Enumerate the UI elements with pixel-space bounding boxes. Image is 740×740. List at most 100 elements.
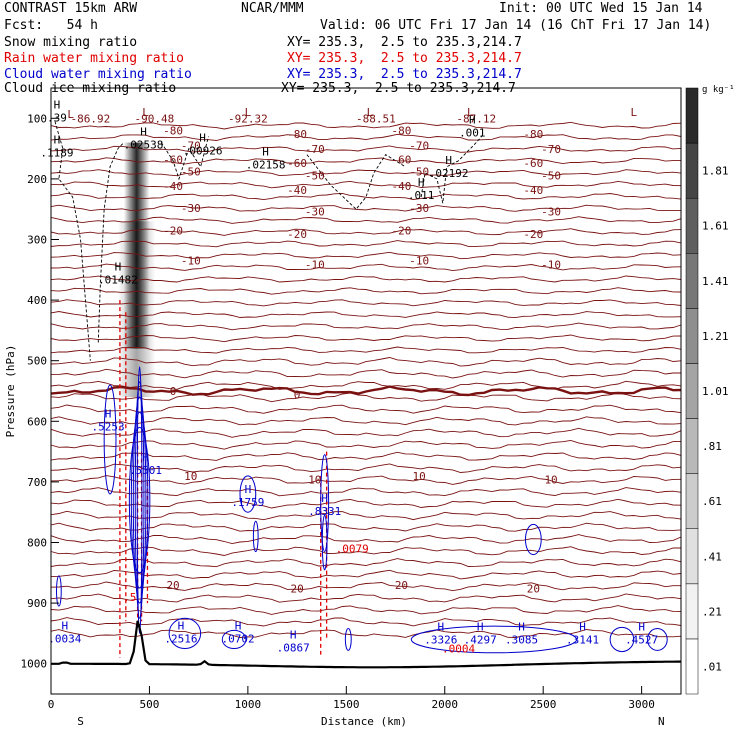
cloud-water-max-value: .0034 xyxy=(48,632,81,645)
colorbar-label: 1.41 xyxy=(702,275,729,288)
y-tick-label: 200 xyxy=(27,173,47,186)
y-tick-label: 500 xyxy=(27,355,47,368)
terrain-line xyxy=(51,620,681,669)
low-label: -88.51 xyxy=(356,112,396,125)
isotherm-label: -40 xyxy=(392,180,412,193)
isotherm-line xyxy=(50,334,682,343)
isotherm-label: -20 xyxy=(523,228,543,241)
low-label: -92.32 xyxy=(228,112,268,125)
isotherm-label: -60 xyxy=(163,154,183,167)
isotherm-line xyxy=(50,546,682,556)
x-tick-label: 1500 xyxy=(333,698,360,711)
freezing-level-line xyxy=(50,385,682,397)
rain-max-value: .5 xyxy=(123,591,136,604)
cloud-water-contour xyxy=(134,381,145,619)
snow-max-value: .001 xyxy=(459,126,486,139)
snow-max-marker: H xyxy=(469,113,476,126)
isotherm-line xyxy=(50,145,682,153)
isotherm-label: -80 xyxy=(287,128,307,141)
isotherm-label: -20 xyxy=(392,224,412,237)
isotherm-label: 10 xyxy=(184,470,197,483)
isotherm-label: -40 xyxy=(287,184,307,197)
colorbar-label: 1.81 xyxy=(702,165,729,178)
isotherm-label: -10 xyxy=(541,258,561,271)
init-time: Init: 00 UTC Wed 15 Jan 14 xyxy=(499,1,703,16)
isotherm-line xyxy=(50,581,681,592)
isotherm-line xyxy=(50,427,682,438)
isotherm-label: 0 xyxy=(294,389,301,402)
low-label: -90.48 xyxy=(134,112,174,125)
cloud-water-max-value: .3326 xyxy=(424,634,457,647)
colorbar-unit: g kg⁻¹ xyxy=(702,85,735,95)
snow-max-marker: H xyxy=(54,133,61,146)
snow-max-marker: H xyxy=(54,98,61,111)
isotherm-line xyxy=(50,133,682,141)
isotherm-label: -60 xyxy=(287,157,307,170)
cloud-water-max-marker: H xyxy=(61,619,68,632)
isotherm-line xyxy=(50,463,682,473)
legend-snow-label: Snow mixing ratio xyxy=(4,35,138,50)
isotherm-label: 20 xyxy=(527,583,540,596)
plot-frame xyxy=(50,87,682,695)
snow-max-marker: H xyxy=(445,154,452,167)
legend-cloud-water-xy: XY= 235.3, 2.5 to 235.3,214.7 xyxy=(287,67,522,82)
cloud-water-max-marker: H xyxy=(518,621,525,634)
isotherm-line xyxy=(50,487,682,497)
snow-max-marker: H xyxy=(140,126,147,139)
contour-labels: -80 -80 -80 -80-70 -70 -70 -70-60 -60 -60 -60-50-… xyxy=(40,98,658,655)
snow-max-value: .1189 xyxy=(40,146,73,159)
colorbar-swatch xyxy=(685,308,699,364)
isotherm-line xyxy=(50,593,682,603)
isotherm-line xyxy=(50,180,682,189)
colorbar-swatch xyxy=(685,418,699,474)
legend-cloud-ice-label: Cloud ice mixing ratio xyxy=(4,81,177,96)
cloud-water-max-value: .4527 xyxy=(625,634,658,647)
isotherm-label: -10 xyxy=(305,258,325,271)
cloud-water-max-value: .5501 xyxy=(129,464,162,477)
terrain-profile xyxy=(51,620,681,669)
isotherm-label: 10 xyxy=(308,473,321,486)
cloud-water-contour xyxy=(239,475,257,513)
legend-rain-xy: XY= 235.3, 2.5 to 235.3,214.7 xyxy=(287,51,522,66)
cloud-water-max-value: .3141 xyxy=(566,634,599,647)
isotherm-line xyxy=(50,346,682,354)
legend-snow-xy: XY= 235.3, 2.5 to 235.3,214.7 xyxy=(287,35,522,50)
legend-rain-label: Rain water mixing ratio xyxy=(4,51,185,66)
y-tick-label: 100 xyxy=(27,112,47,125)
isotherm-label: -10 xyxy=(181,255,201,268)
colorbar: .01 .21 .41 .61 .81 1.01 1.21 1.41 1.61 1.81 g kg⁻… xyxy=(685,85,735,695)
cloud-water-contour xyxy=(252,520,259,553)
isotherm-line xyxy=(50,169,682,177)
cloud-water-max-marker: H xyxy=(321,492,328,505)
colorbar-label: .41 xyxy=(702,550,722,563)
rain-max-value: .0079 xyxy=(336,543,369,556)
isotherm-label: -80 xyxy=(392,124,412,137)
colorbar-swatch xyxy=(685,473,699,529)
isotherm-label: -70 xyxy=(409,140,429,153)
cloud-water-max-marker: H xyxy=(438,621,445,634)
isotherm-line xyxy=(50,498,682,509)
cloud-water-contour xyxy=(128,426,151,574)
colorbar-swatch xyxy=(685,583,699,640)
colorbar-swatch xyxy=(685,142,699,199)
isotherm-label: 20 xyxy=(395,579,408,592)
snow-max-value: .02538 xyxy=(124,139,164,152)
cloud-water-contour xyxy=(103,384,117,495)
isotherm-line xyxy=(50,558,682,568)
isotherm-line xyxy=(50,569,682,580)
isotherm-line xyxy=(50,216,682,224)
cloud-water-max-marker: H xyxy=(477,621,484,634)
isotherm-label: -30 xyxy=(541,206,561,219)
cloud-water-max-marker: H xyxy=(245,483,252,496)
forecast-hour: Fcst: 54 h xyxy=(4,18,98,33)
isotherm-line xyxy=(50,263,682,272)
isotherm-line xyxy=(50,392,682,403)
isotherm-label: -70 xyxy=(541,143,561,156)
snow-max-value: .39 xyxy=(47,111,67,124)
x-tick-label: 2500 xyxy=(530,698,557,711)
snow-contours xyxy=(54,121,485,361)
snow-max-marker: H xyxy=(262,146,269,159)
zero-degree-isotherm xyxy=(50,385,682,397)
cloud-water-max-value: .0867 xyxy=(277,642,310,655)
snow-max-value: .02192 xyxy=(429,167,469,180)
